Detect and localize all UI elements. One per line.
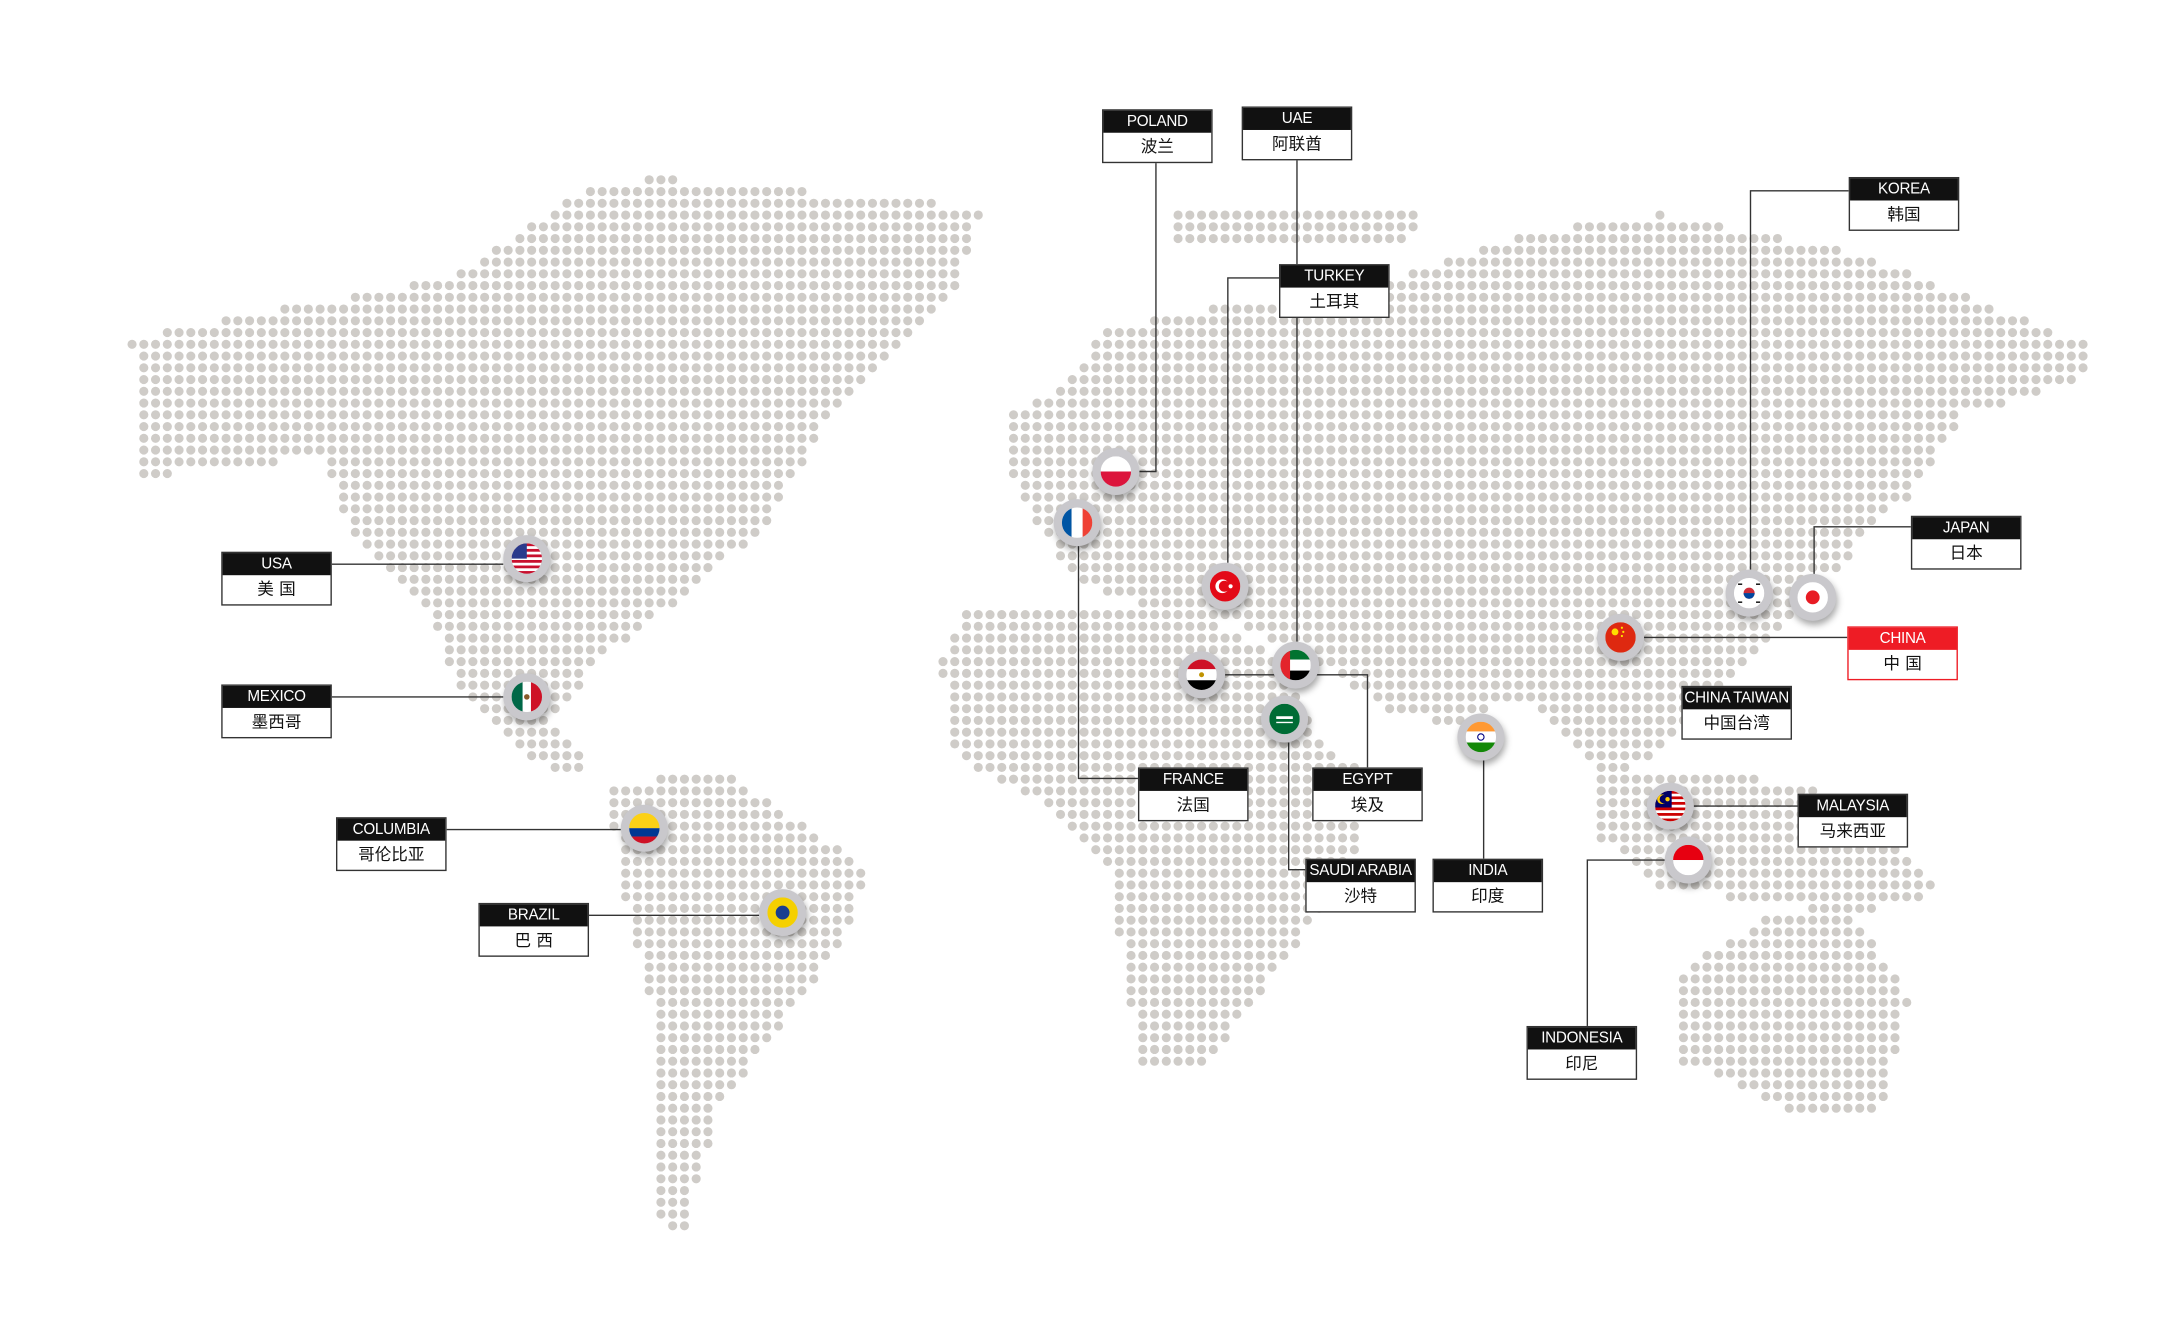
label-chinese: 美 国 [223, 575, 331, 604]
label-chinese: 土耳其 [1280, 288, 1388, 317]
label-english: JAPAN [1912, 517, 2020, 539]
korea-flag-icon[interactable] [1726, 570, 1773, 617]
label-english: USA [223, 553, 331, 575]
label-english: CHINA TAIWAN [1683, 687, 1791, 709]
india-flag-icon[interactable] [1457, 713, 1504, 760]
label-english: KOREA [1850, 178, 1958, 200]
turkey-flag-icon [1210, 571, 1240, 601]
label-english: POLAND [1103, 111, 1211, 133]
leader-line [1228, 278, 1279, 563]
leader-line [1814, 527, 1911, 574]
label-english: BRAZIL [480, 904, 588, 926]
china-flag-icon [1605, 622, 1635, 652]
indonesia-flag-icon[interactable] [1665, 837, 1712, 884]
poland-flag-icon [1101, 456, 1131, 486]
usa-flag-icon[interactable] [503, 535, 550, 582]
mexico-flag-icon [512, 682, 542, 712]
japan-flag-icon[interactable] [1789, 574, 1836, 621]
brazil-flag-icon [767, 897, 797, 927]
mexico-flag-icon[interactable] [503, 673, 550, 720]
label-chinese: 日本 [1912, 539, 2020, 568]
label-chinese: 阿联酋 [1243, 130, 1351, 159]
label-chinese: 法国 [1139, 791, 1247, 820]
china-flag-icon[interactable] [1597, 614, 1644, 661]
label-chinese: 巴 西 [480, 926, 588, 955]
label-chinese: 印尼 [1528, 1049, 1636, 1078]
label-english: MALAYSIA [1799, 795, 1907, 817]
brazil-flag-icon[interactable] [759, 889, 806, 936]
france-flag-icon[interactable] [1054, 499, 1101, 546]
uae-flag-icon[interactable] [1272, 642, 1319, 689]
label-chinese: 哥伦比亚 [337, 841, 445, 870]
turkey-flag-icon[interactable] [1202, 563, 1249, 610]
label-chinese: 墨西哥 [223, 708, 331, 737]
label-english: SAUDI ARABIA [1307, 860, 1415, 882]
egypt-flag-icon [1186, 660, 1216, 690]
france-flag-icon [1062, 507, 1092, 537]
japan-flag-icon [1798, 582, 1828, 612]
label-chinese: 沙特 [1307, 882, 1415, 911]
usa-flag-icon [512, 543, 542, 573]
leader-line [1289, 743, 1306, 870]
colombia-flag-icon [629, 813, 659, 843]
label-chinese: 中 国 [1849, 650, 1957, 679]
egypt-flag-icon[interactable] [1178, 651, 1225, 698]
malaysia-flag-icon [1655, 791, 1685, 821]
uae-flag-icon [1280, 650, 1310, 680]
korea-flag-icon [1734, 578, 1764, 608]
leader-line [1139, 162, 1156, 472]
label-english: UAE [1243, 108, 1351, 130]
label-chinese: 马来西亚 [1799, 817, 1907, 846]
leader-line [1587, 860, 1664, 1026]
leader-line [1079, 546, 1138, 778]
malaysia-flag-icon[interactable] [1647, 783, 1694, 830]
saudi-arabia-flag-icon [1269, 704, 1299, 734]
label-chinese: 埃及 [1314, 791, 1422, 820]
india-flag-icon [1466, 722, 1496, 752]
label-english: INDONESIA [1528, 1027, 1636, 1049]
label-english: INDIA [1434, 860, 1542, 882]
label-chinese: 印度 [1434, 882, 1542, 911]
label-chinese: 中国台湾 [1683, 709, 1791, 738]
label-chinese: 韩国 [1850, 200, 1958, 229]
indonesia-flag-icon [1673, 845, 1703, 875]
colombia-flag-icon[interactable] [621, 805, 668, 852]
saudi-arabia-flag-icon[interactable] [1261, 695, 1308, 742]
label-english: COLUMBIA [337, 819, 445, 841]
label-english: MEXICO [223, 686, 331, 708]
label-english: FRANCE [1139, 769, 1247, 791]
label-english: EGYPT [1314, 769, 1422, 791]
label-english: CHINA [1849, 628, 1957, 650]
poland-flag-icon[interactable] [1092, 448, 1139, 495]
label-english: TURKEY [1280, 265, 1388, 287]
leader-line [1750, 191, 1848, 570]
label-chinese: 波兰 [1103, 133, 1211, 162]
